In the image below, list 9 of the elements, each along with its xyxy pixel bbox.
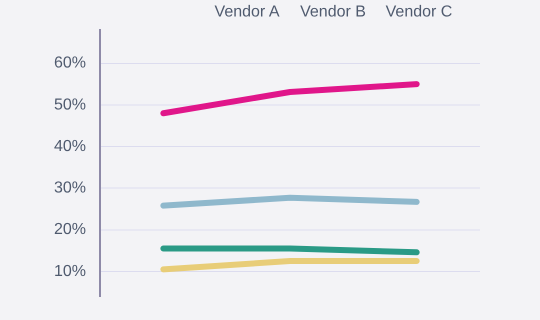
text: Vendor A: [214, 3, 280, 20]
y-tick-label: 20%: [54, 221, 86, 238]
y-tick-label: 10%: [54, 262, 86, 280]
y-tick-label: 50%: [54, 96, 86, 114]
y-tick-label: 30%: [54, 180, 86, 197]
y-tick-label: 40%: [54, 138, 86, 155]
y-tick-label: 60%: [54, 54, 86, 72]
text: Vendor C: [386, 3, 452, 20]
text: Vendor B: [300, 3, 366, 20]
